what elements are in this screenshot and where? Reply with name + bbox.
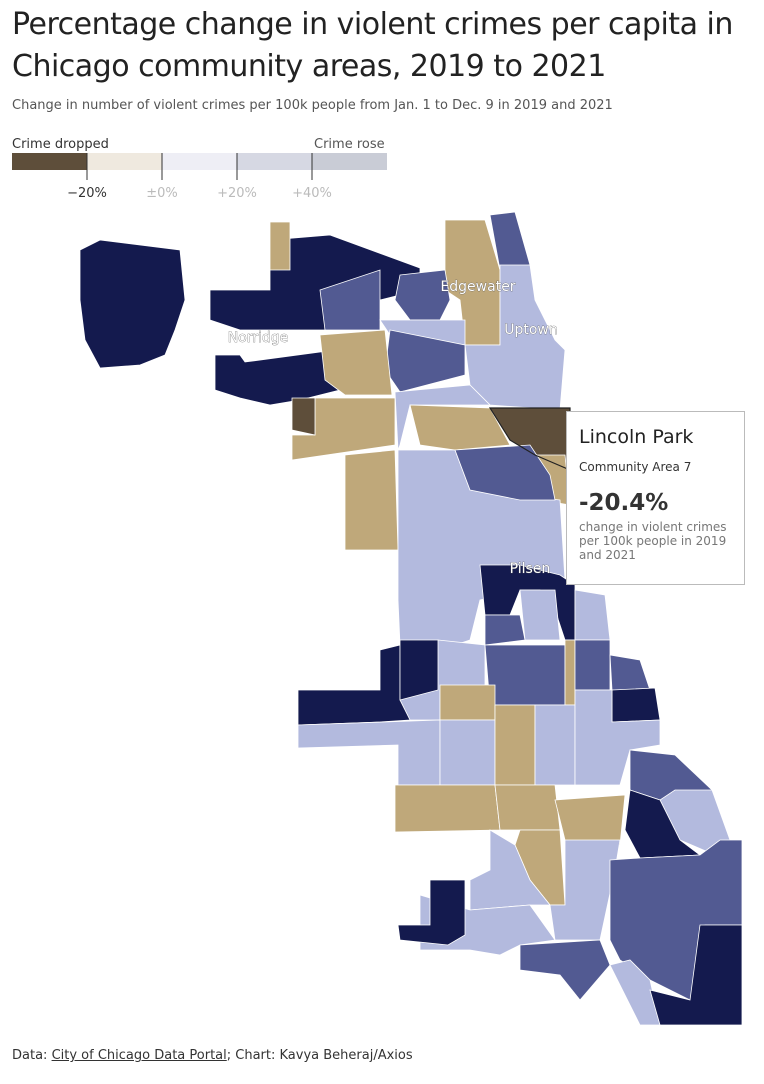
community-area [519, 589, 561, 641]
title: Percentage change in violent crimes per … [12, 7, 733, 84]
legend-swatch [87, 153, 162, 170]
community-area [549, 839, 621, 941]
map-label: Pilsen [510, 561, 551, 577]
community-area [649, 924, 743, 1026]
tooltip-value: -20.4% [579, 490, 669, 516]
community-area [394, 269, 451, 321]
legend-swatch [312, 153, 387, 170]
map-label: Uptown [504, 322, 558, 338]
community-area [574, 639, 611, 691]
community-area [209, 234, 421, 331]
community-area [574, 589, 611, 641]
community-area [484, 614, 526, 646]
source-link[interactable]: City of Chicago Data Portal [51, 1048, 227, 1063]
community-area [79, 239, 186, 369]
tooltip-subtitle: Community Area 7 [579, 460, 692, 474]
community-area [519, 939, 611, 1001]
community-area [439, 684, 496, 721]
map-label: Norridge [228, 330, 289, 346]
legend-swatch [12, 153, 87, 170]
legend-tick-label: −20% [67, 186, 107, 201]
community-area [399, 639, 439, 701]
subtitle: Change in number of violent crimes per 1… [12, 98, 613, 113]
footer: Data: City of Chicago Data Portal; Chart… [12, 1048, 413, 1063]
footer-credit: ; Chart: Kavya Beheraj/Axios [226, 1048, 413, 1063]
legend-swatch [162, 153, 237, 170]
selected-area-outline [488, 407, 571, 471]
tooltip-title: Lincoln Park [579, 426, 694, 448]
legend-right-label: Crime rose [314, 137, 385, 152]
legend-left-label: Crime dropped [12, 137, 109, 152]
community-area [534, 704, 576, 786]
community-area [574, 689, 661, 786]
tooltip-description: change in violent crimes per 100k people… [579, 520, 727, 562]
community-area [319, 329, 393, 396]
community-area [609, 654, 651, 691]
community-area [564, 639, 576, 706]
community-area [409, 404, 511, 451]
legend-swatch [237, 153, 312, 170]
tooltip: Lincoln Park Community Area 7 -20.4% cha… [566, 411, 745, 585]
community-area [394, 784, 501, 833]
legend-tick-label: +20% [217, 186, 257, 201]
community-area [291, 397, 316, 436]
community-area [297, 644, 411, 726]
community-area [494, 704, 536, 786]
footer-prefix: Data: [12, 1048, 48, 1063]
community-area [454, 444, 556, 501]
community-area [214, 349, 341, 406]
community-area [484, 644, 566, 706]
community-area [611, 687, 661, 723]
community-area [439, 719, 496, 786]
community-area [397, 879, 466, 946]
community-area [297, 719, 441, 786]
community-area [494, 784, 561, 831]
community-area [269, 221, 291, 271]
legend-tick-label: ±0% [146, 186, 178, 201]
legend-tick-label: +40% [292, 186, 332, 201]
map-label: Edgewater [440, 279, 515, 295]
community-area [344, 449, 399, 551]
